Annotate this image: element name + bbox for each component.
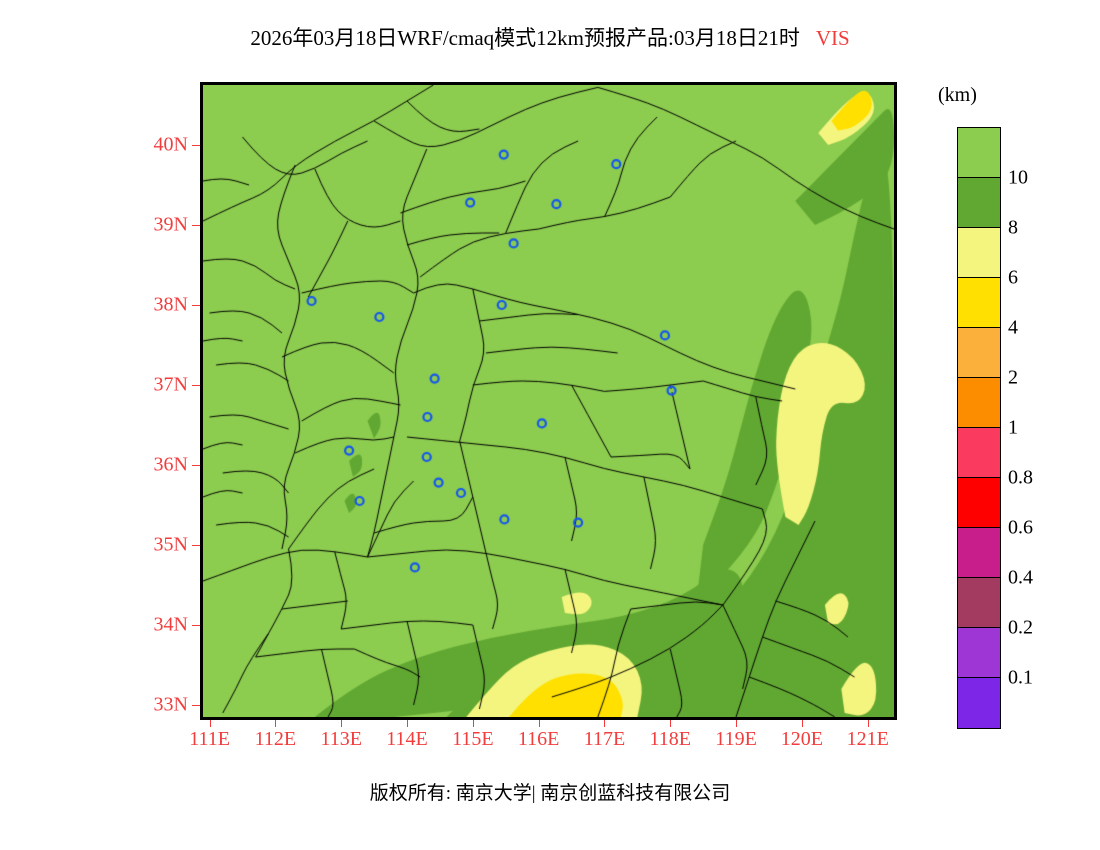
colorbar-label: 0.8 [1008, 466, 1033, 489]
colorbar-band[interactable] [958, 678, 1000, 728]
x-tick [670, 720, 672, 727]
x-tick [538, 720, 540, 727]
x-tick-label: 114E [386, 728, 428, 750]
x-tick-label: 116E [517, 728, 560, 750]
x-tick-label: 118E [649, 728, 691, 750]
colorbar-label: 0.4 [1008, 566, 1033, 589]
x-tick-label: 121E [846, 728, 889, 750]
colorbar-band[interactable] [958, 528, 1000, 578]
y-tick-label: 33N [153, 693, 188, 716]
colorbar[interactable] [957, 127, 1001, 729]
map-plot-area[interactable] [200, 82, 897, 720]
x-tick-label: 112E [254, 728, 297, 750]
x-tick [867, 720, 869, 727]
y-tick-label: 37N [153, 373, 188, 396]
x-tick [472, 720, 474, 727]
x-tick-label: 113E [320, 728, 362, 750]
colorbar-label: 6 [1008, 266, 1018, 289]
y-tick [192, 705, 200, 706]
y-tick-label: 39N [153, 213, 188, 236]
colorbar-label: 8 [1008, 216, 1018, 239]
colorbar-label: 0.6 [1008, 516, 1033, 539]
x-tick-label: 117E [583, 728, 626, 750]
y-tick [192, 225, 200, 226]
y-tick [192, 305, 200, 306]
colorbar-unit-label: (km) [938, 84, 977, 106]
y-tick-label: 34N [153, 613, 188, 636]
y-tick-label: 36N [153, 453, 188, 476]
colorbar-band[interactable] [958, 578, 1000, 628]
y-tick-label: 35N [153, 533, 188, 556]
x-tick [341, 720, 343, 727]
x-tick-label: 119E [715, 728, 757, 750]
copyright-footer: 版权所有: 南京大学| 南京创蓝科技有限公司 [369, 783, 731, 804]
x-tick-label: 111E [189, 728, 230, 750]
colorbar-label: 0.1 [1008, 666, 1033, 689]
colorbar-band[interactable] [958, 628, 1000, 678]
visibility-contour-map[interactable] [203, 85, 894, 717]
title-variable: VIS [815, 26, 850, 50]
x-tick [604, 720, 606, 727]
colorbar-band[interactable] [958, 428, 1000, 478]
page-title: 2026年03月18日WRF/cmaq模式12km预报产品:03月18日21时 V… [0, 22, 1100, 52]
colorbar-label: 0.2 [1008, 616, 1033, 639]
colorbar-band[interactable] [958, 278, 1000, 328]
colorbar-label: 1 [1008, 416, 1018, 439]
colorbar-label: 10 [1008, 166, 1028, 189]
colorbar-band[interactable] [958, 228, 1000, 278]
x-tick-label: 115E [452, 728, 494, 750]
y-tick-label: 38N [153, 293, 188, 316]
colorbar-band[interactable] [958, 328, 1000, 378]
x-tick [407, 720, 408, 727]
y-tick [192, 545, 200, 546]
title-text: 2026年03月18日WRF/cmaq模式12km预报产品:03月18日21时 [250, 26, 800, 50]
x-tick [801, 720, 803, 727]
x-tick [275, 720, 277, 727]
x-tick [736, 720, 738, 727]
colorbar-band[interactable] [958, 378, 1000, 428]
y-tick [192, 625, 200, 626]
colorbar-label: 4 [1008, 316, 1018, 339]
colorbar-band[interactable] [958, 478, 1000, 528]
x-tick-label: 120E [780, 728, 823, 750]
colorbar-band[interactable] [958, 178, 1000, 228]
colorbar-band[interactable] [958, 128, 1000, 178]
y-tick [192, 385, 200, 386]
y-tick-label: 40N [153, 133, 188, 156]
y-tick [192, 465, 200, 466]
x-tick [209, 720, 211, 727]
y-tick [192, 145, 200, 146]
colorbar-label: 2 [1008, 366, 1018, 389]
y-axis-latitude: 40N 39N 38N 37N 36N 35N 34N 33N [0, 0, 188, 850]
